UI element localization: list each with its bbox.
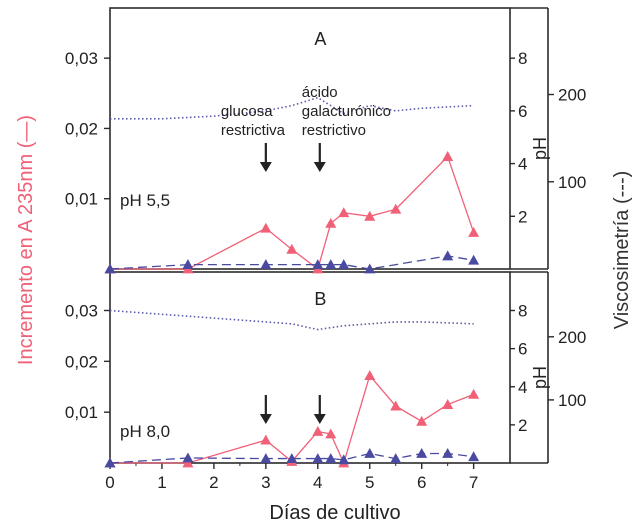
viscosity-point [260, 259, 272, 270]
a235-point [364, 370, 376, 380]
annotation-arrowhead [313, 414, 326, 424]
a235-point [468, 388, 480, 399]
annotation-text: glucosa [221, 103, 273, 120]
ph-tick-label: 4 [518, 378, 527, 397]
panel-condition-label: pH 8,0 [120, 422, 170, 441]
panel-condition-label: pH 5,5 [120, 191, 170, 210]
chart-data-layer [104, 96, 480, 468]
ph-tick-label: 6 [518, 102, 527, 121]
left-tick-label: 0,03 [65, 49, 98, 68]
a235-point [312, 425, 324, 436]
left-tick-label: 0,01 [65, 190, 98, 209]
a235-point [442, 399, 454, 409]
a235-point [416, 415, 428, 426]
a235-point [286, 243, 298, 254]
ph-axis-label: pH [530, 137, 550, 160]
x-tick-label: 6 [417, 473, 426, 492]
x-tick-label: 1 [157, 473, 166, 492]
x-axis-label: Días de cultivo [269, 502, 400, 524]
viscosity-point [364, 263, 376, 274]
x-tick-label: 0 [105, 473, 114, 492]
a235-point [260, 222, 272, 233]
ph-tick-label: 8 [518, 302, 527, 321]
panel-frame-a [109, 7, 511, 270]
annotation-arrowhead [313, 162, 326, 172]
viscosity-point [286, 453, 298, 463]
annotation-text: galacturónico [302, 103, 391, 120]
ph-tick-label: 4 [518, 155, 527, 174]
viscosity-point [182, 259, 194, 270]
panel-frame-b [109, 271, 511, 464]
left-tick-label: 0,01 [65, 403, 98, 422]
visc-tick-label: 200 [558, 328, 586, 347]
x-tick-label: 4 [313, 473, 322, 492]
annotation-text: ácido [302, 84, 338, 101]
annotation-text: restrictiva [221, 122, 286, 139]
viscosity-point [442, 448, 454, 458]
a235-line [110, 374, 474, 465]
panel-label: B [314, 289, 326, 309]
x-tick-label: 5 [365, 473, 374, 492]
viscosity-point [338, 259, 350, 270]
a235-point [325, 428, 337, 439]
viscosity-point [312, 259, 324, 270]
ph-tick-label: 2 [518, 207, 527, 226]
ph-tick-label: 6 [518, 340, 527, 359]
a235-point [468, 226, 480, 237]
annotation-arrowhead [259, 414, 272, 424]
viscosity-point [104, 457, 116, 468]
viscosity-line [109, 255, 474, 270]
viscosity-point [468, 254, 480, 265]
visc-tick-label: 200 [558, 86, 586, 105]
viscosity-point [325, 453, 337, 463]
left-axis-label: Incremento en A 235nm (—) [15, 115, 37, 365]
visc-tick-label: 100 [558, 173, 586, 192]
chart-text-layer: 0 1 2 3 4 5 6 7 Días de cultivo 0,01 0,02 0,03 2 4 6 8 1… [15, 29, 633, 524]
viscosity-point [325, 259, 337, 270]
panel-label: A [314, 29, 326, 49]
ph-line [110, 96, 474, 120]
viscosity-point [364, 448, 376, 458]
ph-axis-label: pH [530, 366, 550, 389]
chart-frame-layer [104, 7, 554, 469]
viscosity-point [260, 453, 272, 463]
viscosity-point [416, 448, 428, 458]
x-tick-label: 2 [209, 473, 218, 492]
a235-point [364, 210, 376, 221]
a235-point [325, 217, 337, 228]
annotation-text: restrictivo [302, 122, 366, 139]
a235-point [390, 203, 402, 214]
viscosity-line [109, 452, 474, 464]
viscosity-point [442, 250, 454, 261]
ph-line [109, 309, 474, 331]
left-tick-label: 0,02 [65, 119, 98, 138]
annotation-arrowhead [259, 162, 272, 172]
a235-point [260, 434, 272, 445]
x-tick-label: 7 [469, 473, 478, 492]
visc-tick-label: 100 [558, 391, 586, 410]
viscosity-point [312, 453, 324, 463]
viscosity-point [104, 263, 116, 274]
a235-point [338, 207, 350, 218]
a235-point [390, 400, 402, 411]
left-tick-label: 0,02 [65, 352, 98, 371]
visc-axis-label: Viscosimetría (---) [611, 171, 633, 330]
left-tick-label: 0,03 [65, 302, 98, 321]
viscosity-point [338, 454, 350, 465]
ph-tick-label: 8 [518, 49, 527, 68]
viscosity-point [182, 452, 194, 463]
viscosity-point [390, 453, 402, 463]
viscosity-point [468, 451, 480, 462]
x-tick-label: 3 [261, 473, 270, 492]
a235-point [182, 457, 194, 468]
ph-tick-label: 2 [518, 416, 527, 435]
a235-point [442, 151, 454, 161]
